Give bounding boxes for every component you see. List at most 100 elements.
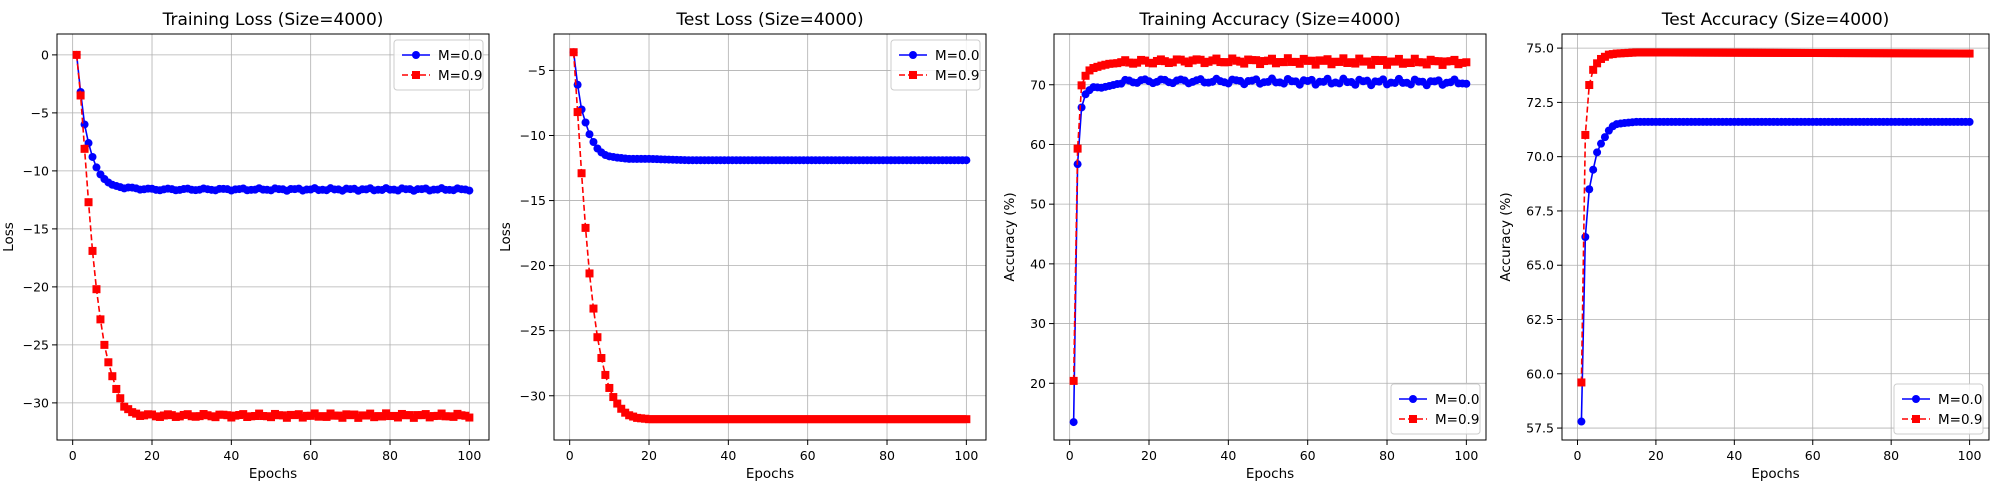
legend-entry: M=0.9 [899, 68, 979, 84]
legend-marker [1912, 395, 1920, 403]
legend-label: M=0.9 [935, 68, 979, 84]
y-tick-label: 60.0 [1526, 366, 1554, 381]
x-tick-label: 20 [1141, 448, 1157, 463]
data-point [589, 138, 598, 147]
data-point [1069, 376, 1078, 385]
y-tick-label: 67.5 [1526, 203, 1554, 218]
data-point [92, 285, 101, 294]
x-tick-label: 60 [800, 448, 816, 463]
series-M=0.0 [1577, 117, 1974, 426]
legend-marker [909, 51, 917, 59]
series-M=0.0 [569, 48, 971, 165]
x-tick-label: 60 [303, 448, 319, 463]
data-point [577, 169, 586, 178]
data-point [1589, 165, 1598, 174]
x-tick-label: 0 [1574, 448, 1582, 463]
data-point [1077, 81, 1086, 90]
data-point [609, 393, 618, 402]
x-tick-label: 80 [1379, 448, 1395, 463]
data-point [1965, 49, 1974, 58]
data-point [1351, 59, 1360, 68]
x-tick-label: 40 [223, 448, 239, 463]
y-axis-label: Accuracy (%) [1002, 192, 1018, 281]
legend-entry: M=0.0 [1902, 392, 1982, 408]
data-point [104, 358, 113, 367]
x-tick-label: 40 [1726, 448, 1742, 463]
x-axis-label: Epochs [746, 466, 794, 482]
data-point [605, 383, 614, 392]
x-tick-label: 100 [954, 448, 978, 463]
legend: M=0.0 M=0.9 [393, 39, 484, 91]
data-point [962, 156, 971, 165]
y-tick-label: −30 [520, 388, 546, 403]
data-point [581, 223, 590, 232]
subplot-title: Training Loss (Size=4000) [162, 10, 384, 30]
data-point [585, 130, 594, 139]
y-tick-label: −5 [31, 105, 49, 120]
plot-area [569, 48, 971, 424]
y-tick-label: 50 [1030, 197, 1046, 212]
data-point [465, 413, 474, 422]
y-tick-label: −20 [23, 279, 49, 294]
data-point [1462, 58, 1471, 67]
x-tick-label: 100 [1958, 448, 1982, 463]
legend: M=0.0 M=0.9 [1893, 383, 1984, 435]
y-tick-label: 72.5 [1526, 95, 1554, 110]
data-point [84, 198, 93, 207]
series-M=0.9 [72, 50, 474, 422]
series-M=0.9 [1577, 48, 1974, 387]
data-point [589, 304, 598, 313]
data-point [1597, 139, 1606, 148]
y-tick-label: 57.5 [1526, 421, 1554, 436]
axes-frame [553, 33, 987, 441]
data-point [1339, 54, 1348, 63]
x-tick-label: 20 [641, 448, 657, 463]
data-point [962, 415, 971, 424]
x-tick-label: 80 [1883, 448, 1899, 463]
y-tick-label: −25 [23, 337, 49, 352]
data-point [1323, 55, 1332, 64]
data-point [116, 394, 125, 403]
axes-frame [1053, 33, 1487, 441]
y-axis-label: Loss [1, 222, 17, 252]
data-point [108, 372, 117, 381]
legend-label: M=0.9 [438, 68, 482, 84]
y-tick-label: −10 [23, 163, 49, 178]
data-point [1077, 103, 1086, 112]
legend-entry: M=0.0 [1399, 392, 1479, 408]
data-point [1577, 378, 1586, 387]
x-tick-label: 40 [1220, 448, 1236, 463]
subplots: 0 20 40 60 80 100 0 −5 −10 −15 −20 −25 −30 Training L… [1, 10, 1990, 482]
subplot-title: Training Accuracy (Size=4000) [1138, 10, 1400, 30]
subplot-3: 0 20 40 60 80 100 20 30 40 50 60 70 Training Accurac… [1002, 10, 1487, 482]
data-point [581, 118, 590, 127]
data-point [1422, 60, 1431, 69]
y-tick-label: 62.5 [1526, 312, 1554, 327]
subplot-2: 0 20 40 60 80 100 −5 −10 −15 −20 −25 −30 Test Loss (… [498, 10, 987, 482]
data-point [597, 354, 606, 363]
legend-entry: M=0.0 [402, 48, 482, 64]
x-tick-label: 20 [1648, 448, 1664, 463]
data-point [601, 370, 610, 379]
y-tick-label: 65.0 [1526, 258, 1554, 273]
x-tick-label: 0 [69, 448, 77, 463]
data-point [1394, 54, 1403, 63]
data-point [1600, 133, 1609, 142]
y-tick-label: −30 [23, 395, 49, 410]
data-point [1073, 144, 1082, 153]
data-point [1450, 55, 1459, 64]
x-tick-label: 60 [1300, 448, 1316, 463]
y-tick-label: −15 [23, 221, 49, 236]
data-point [569, 48, 578, 57]
data-point [1081, 71, 1090, 80]
data-point [112, 384, 121, 393]
series-M=0.0 [72, 50, 474, 195]
data-point [1577, 417, 1586, 426]
legend-label: M=0.0 [438, 48, 482, 64]
legend-entry: M=0.9 [1399, 412, 1479, 428]
data-point [1581, 233, 1590, 241]
legend-marker [1912, 415, 1920, 423]
y-tick-label: 60 [1030, 137, 1046, 152]
x-tick-label: 80 [382, 448, 398, 463]
